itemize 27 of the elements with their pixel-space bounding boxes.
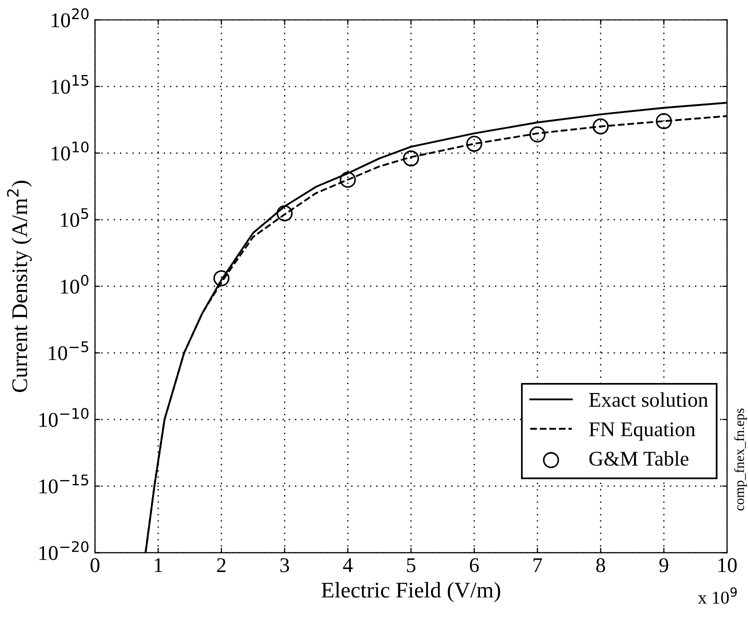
- x-tick-label: 7: [534, 558, 542, 572]
- legend-label: Exact solution: [589, 392, 708, 407]
- y-tick-label: 10$^{−15}$: [39, 474, 88, 494]
- y-tick-label: 10$^{−20}$: [39, 541, 88, 560]
- y-tick-label: 10$^{5}$: [60, 208, 88, 227]
- legend-label: FN Equation: [589, 422, 696, 441]
- y-axis-title: Current Density (A/m$^{2}$): [6, 180, 32, 392]
- y-tick-label: 10$^{0}$: [60, 274, 88, 294]
- text: comp_fnex_fn.eps: [734, 408, 747, 510]
- y-tick-label: 10$^{10}$: [52, 141, 89, 160]
- y-tick-label: 10$^{15}$: [52, 74, 88, 94]
- x-tick-label: 1: [154, 558, 162, 572]
- y-tick-label: 10$^{20}$: [52, 8, 89, 28]
- x-tick-label: 5: [407, 558, 416, 572]
- x-tick-label: 6: [470, 558, 479, 572]
- x-tick-label: 10: [718, 558, 737, 572]
- x-tick-label: 3: [280, 558, 290, 572]
- x-tick-label: 2: [217, 558, 226, 572]
- x-tick-label: 8: [596, 558, 606, 572]
- x-axis-title: Electric Field (V/m): [322, 582, 500, 602]
- x-tick-label: 4: [343, 558, 353, 572]
- x-tick-label: 0: [90, 558, 100, 572]
- text: x 10$^{9}$: [698, 587, 737, 604]
- x-tick-label: 9: [659, 558, 668, 572]
- legend-label: G&M Table: [589, 451, 688, 466]
- y-tick-label: 10$^{−5}$: [48, 341, 88, 360]
- y-tick-label: 10$^{−10}$: [39, 408, 88, 427]
